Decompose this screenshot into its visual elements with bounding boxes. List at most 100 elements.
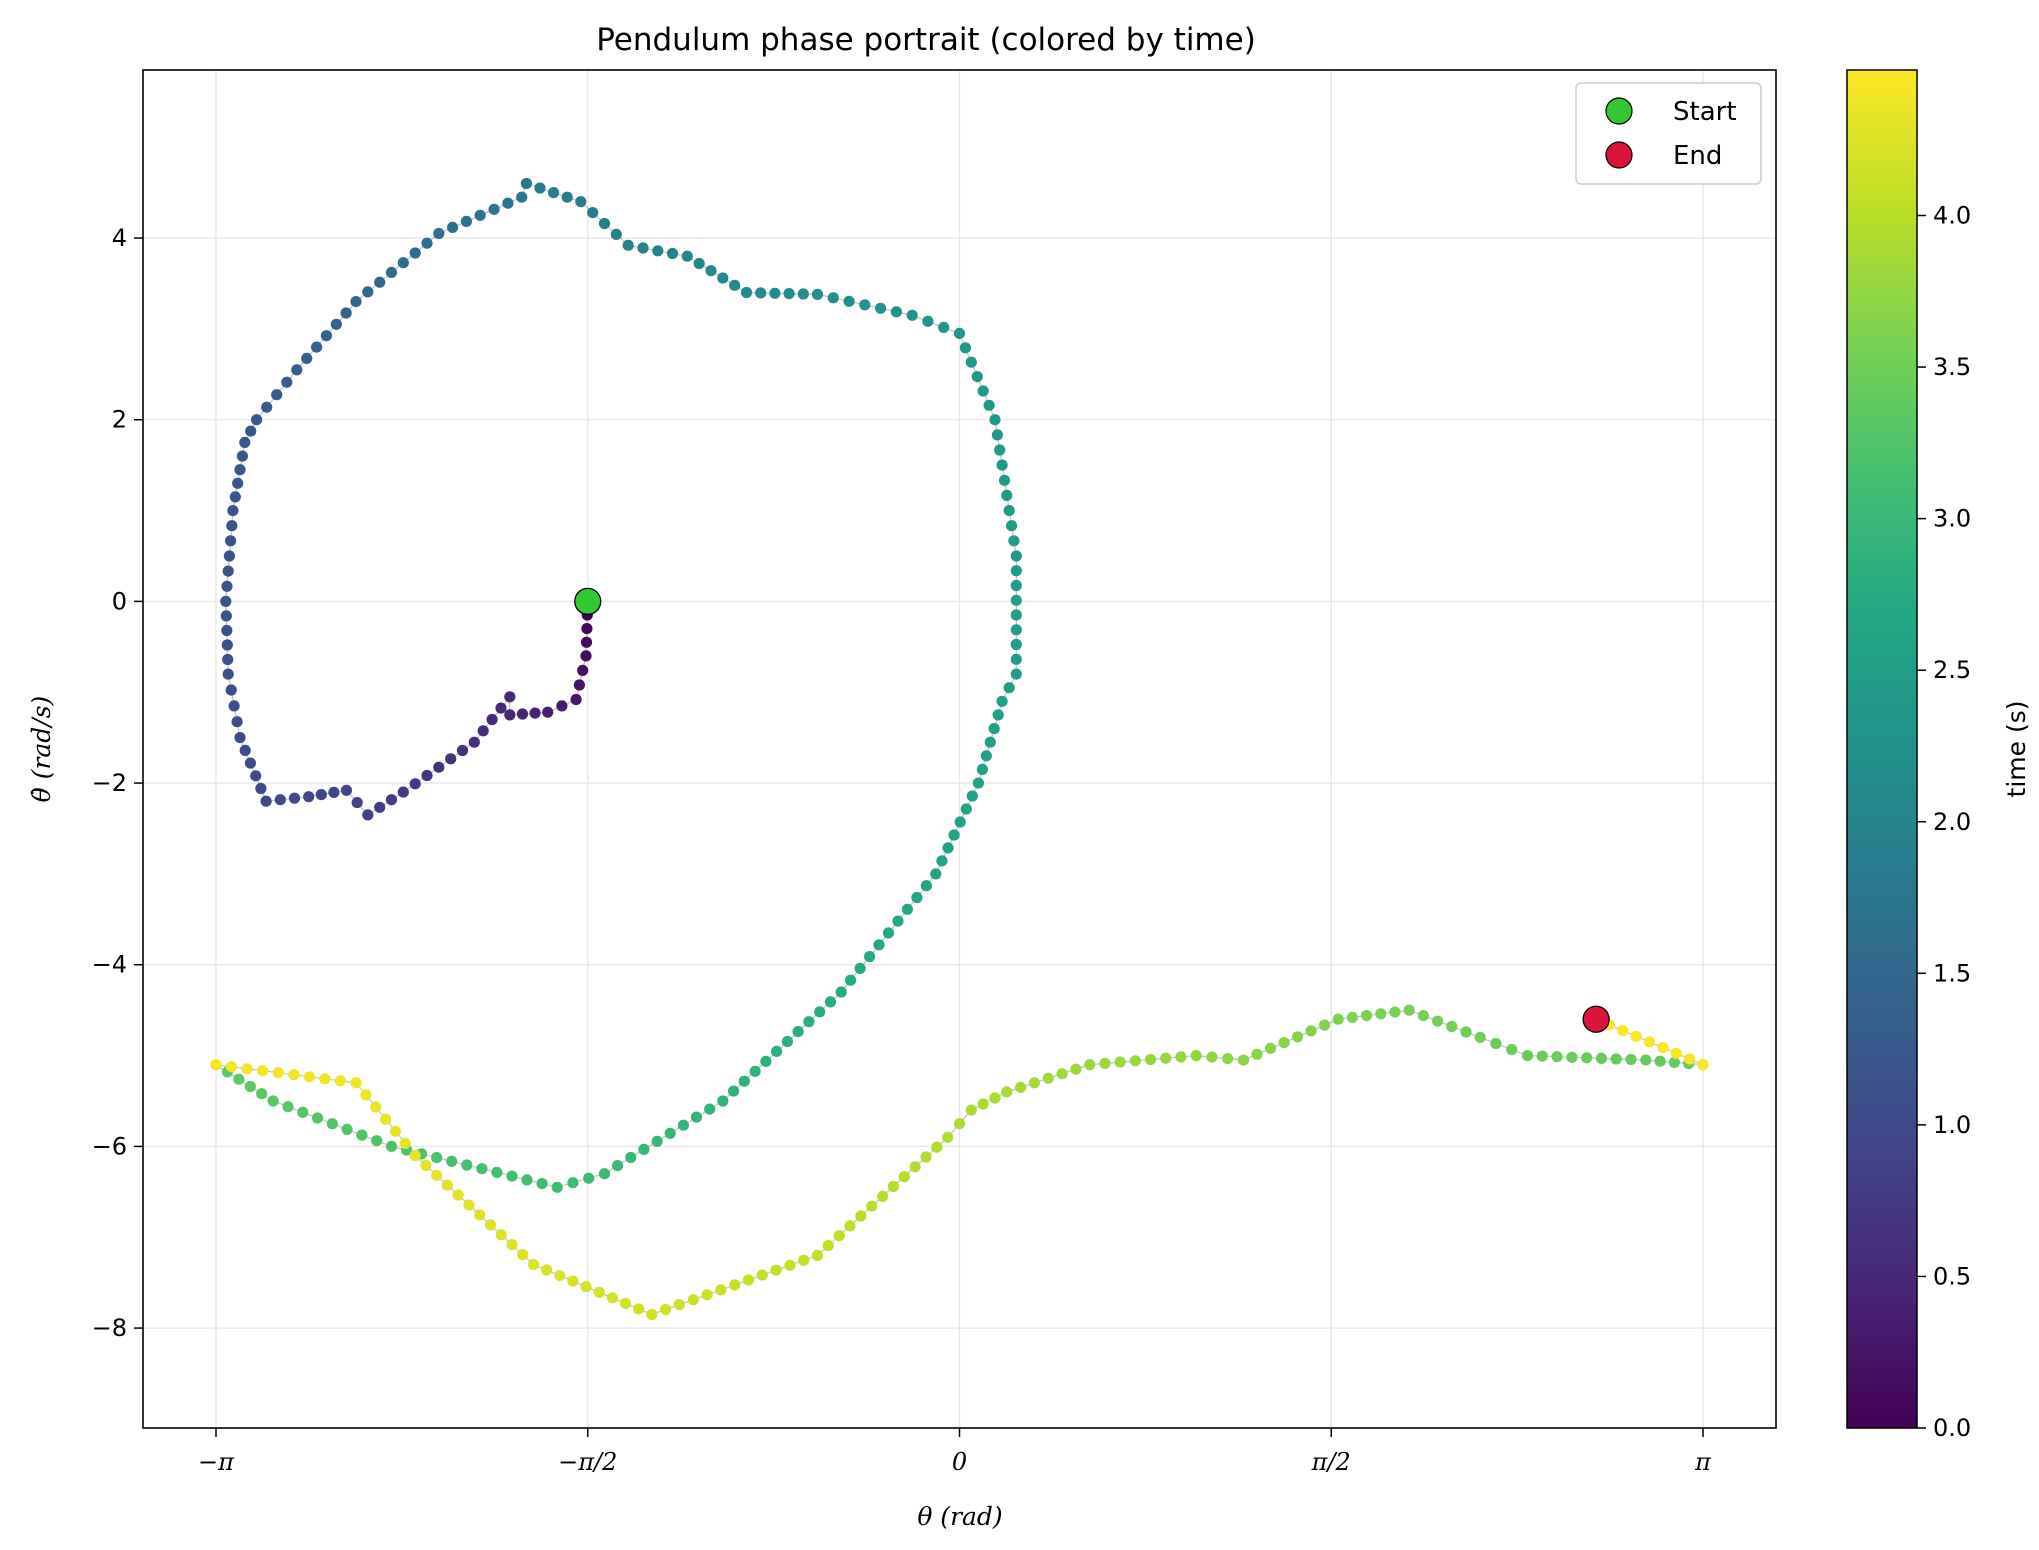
trajectory-point <box>222 565 234 577</box>
trajectory-point <box>399 1137 411 1149</box>
colorbar-ticks: 0.0 0.5 1.0 1.5 2.0 2.5 3.0 3.5 4.0 <box>1917 202 1971 1442</box>
trajectory-point <box>687 1294 699 1306</box>
trajectory-point <box>738 1075 750 1087</box>
trajectory-point <box>320 330 332 342</box>
trajectory-point <box>476 1163 488 1175</box>
trajectory-point <box>1010 594 1022 606</box>
legend-start-label: Start <box>1673 97 1737 127</box>
end-marker <box>1582 1005 1610 1033</box>
trajectory-point <box>1010 609 1022 621</box>
trajectory-point <box>938 321 950 333</box>
trajectory-point <box>291 364 303 376</box>
trajectory-point <box>633 1303 645 1315</box>
trajectory-point <box>966 790 978 802</box>
trajectory-point <box>541 1264 553 1276</box>
trajectory-point <box>988 723 1000 735</box>
trajectory-point <box>977 1098 989 1110</box>
trajectory-point <box>704 1103 716 1115</box>
trajectory-point <box>859 299 871 311</box>
trajectory-point <box>1070 1063 1082 1075</box>
trajectory-point <box>580 650 592 662</box>
trajectory-point <box>1657 1042 1669 1054</box>
y-tick-label: 2 <box>112 406 127 434</box>
trajectory-point <box>234 732 246 744</box>
colorbar-tick-label: 3.5 <box>1933 353 1971 381</box>
trajectory-point <box>1617 1025 1629 1037</box>
trajectory-point <box>931 1141 943 1153</box>
trajectory-point <box>855 1210 867 1222</box>
trajectory-point <box>577 664 589 677</box>
trajectory-point <box>1015 1081 1027 1093</box>
y-tick-label: −2 <box>92 769 127 797</box>
colorbar-tick-label: 1.0 <box>1933 1111 1971 1139</box>
trajectory-point <box>606 1292 619 1304</box>
trajectory-point <box>356 1129 368 1141</box>
trajectory-point <box>1654 1055 1666 1067</box>
trajectory-point <box>814 1006 826 1018</box>
trajectory-point <box>598 1168 611 1180</box>
trajectory-point <box>315 789 327 801</box>
trajectory-point <box>226 520 238 532</box>
trajectory-point <box>1056 1068 1068 1080</box>
trajectory-point <box>693 257 705 270</box>
trajectory-point <box>250 770 262 782</box>
trajectory-point <box>362 286 374 298</box>
trajectory-point <box>452 1189 464 1201</box>
trajectory-point <box>742 1274 755 1286</box>
trajectory-point <box>1305 1025 1317 1037</box>
trajectory-point <box>228 700 240 712</box>
trajectory-point <box>1278 1037 1290 1049</box>
trajectory-point <box>953 327 966 339</box>
trajectory-point <box>901 903 914 915</box>
trajectory-point <box>267 1095 279 1107</box>
trajectory-point <box>892 915 904 927</box>
trajectory-point <box>389 1125 401 1137</box>
trajectory-point <box>980 750 992 762</box>
trajectory-point <box>486 713 498 726</box>
trajectory-point <box>456 744 469 757</box>
trajectory-point <box>340 784 353 796</box>
trajectory-point <box>1292 1031 1304 1043</box>
trajectory-point <box>506 1170 518 1182</box>
y-tick-label: 4 <box>112 224 127 252</box>
trajectory-point <box>771 1045 783 1057</box>
trajectory-point <box>1332 1013 1344 1025</box>
trajectory-point <box>385 266 398 278</box>
trajectory-point <box>1237 1054 1250 1066</box>
colorbar-tick-label: 1.5 <box>1933 959 1971 987</box>
trajectory-point <box>1403 1004 1415 1016</box>
trajectory-point <box>260 795 272 807</box>
trajectory-point <box>690 1111 703 1123</box>
trajectory-point <box>875 302 887 314</box>
trajectory-point <box>420 1159 432 1171</box>
trajectory-point <box>575 196 587 208</box>
x-tick-label: π <box>1694 1448 1712 1476</box>
y-axis-label: θ̇ (rad/s) <box>27 696 56 803</box>
trajectory-point <box>977 385 989 397</box>
trajectory-point <box>534 182 546 194</box>
trajectory-point <box>570 693 582 706</box>
trajectory-point <box>637 242 649 254</box>
trajectory-point <box>1010 653 1022 665</box>
trajectory-point <box>516 191 528 203</box>
trajectory-point <box>989 1092 1001 1104</box>
trajectory-point <box>1610 1053 1622 1065</box>
trajectory-point <box>666 247 679 260</box>
trajectory-point <box>598 217 611 230</box>
trajectory-point <box>516 708 529 720</box>
y-tick-label: 0 <box>112 587 127 615</box>
trajectory-point <box>612 1160 624 1172</box>
trajectory-point <box>954 816 966 828</box>
trajectory-point <box>374 276 386 288</box>
trajectory-point <box>272 1067 284 1079</box>
trajectory-point <box>288 792 301 804</box>
trajectory-point <box>677 1119 690 1131</box>
trajectory-point <box>717 272 729 284</box>
trajectory-point <box>385 1140 398 1152</box>
trajectory-point <box>1566 1051 1578 1063</box>
trajectory-point <box>334 1075 346 1087</box>
trajectory-point <box>567 1275 579 1287</box>
trajectory-point <box>1361 1010 1373 1022</box>
trajectory-point <box>1001 1086 1013 1098</box>
